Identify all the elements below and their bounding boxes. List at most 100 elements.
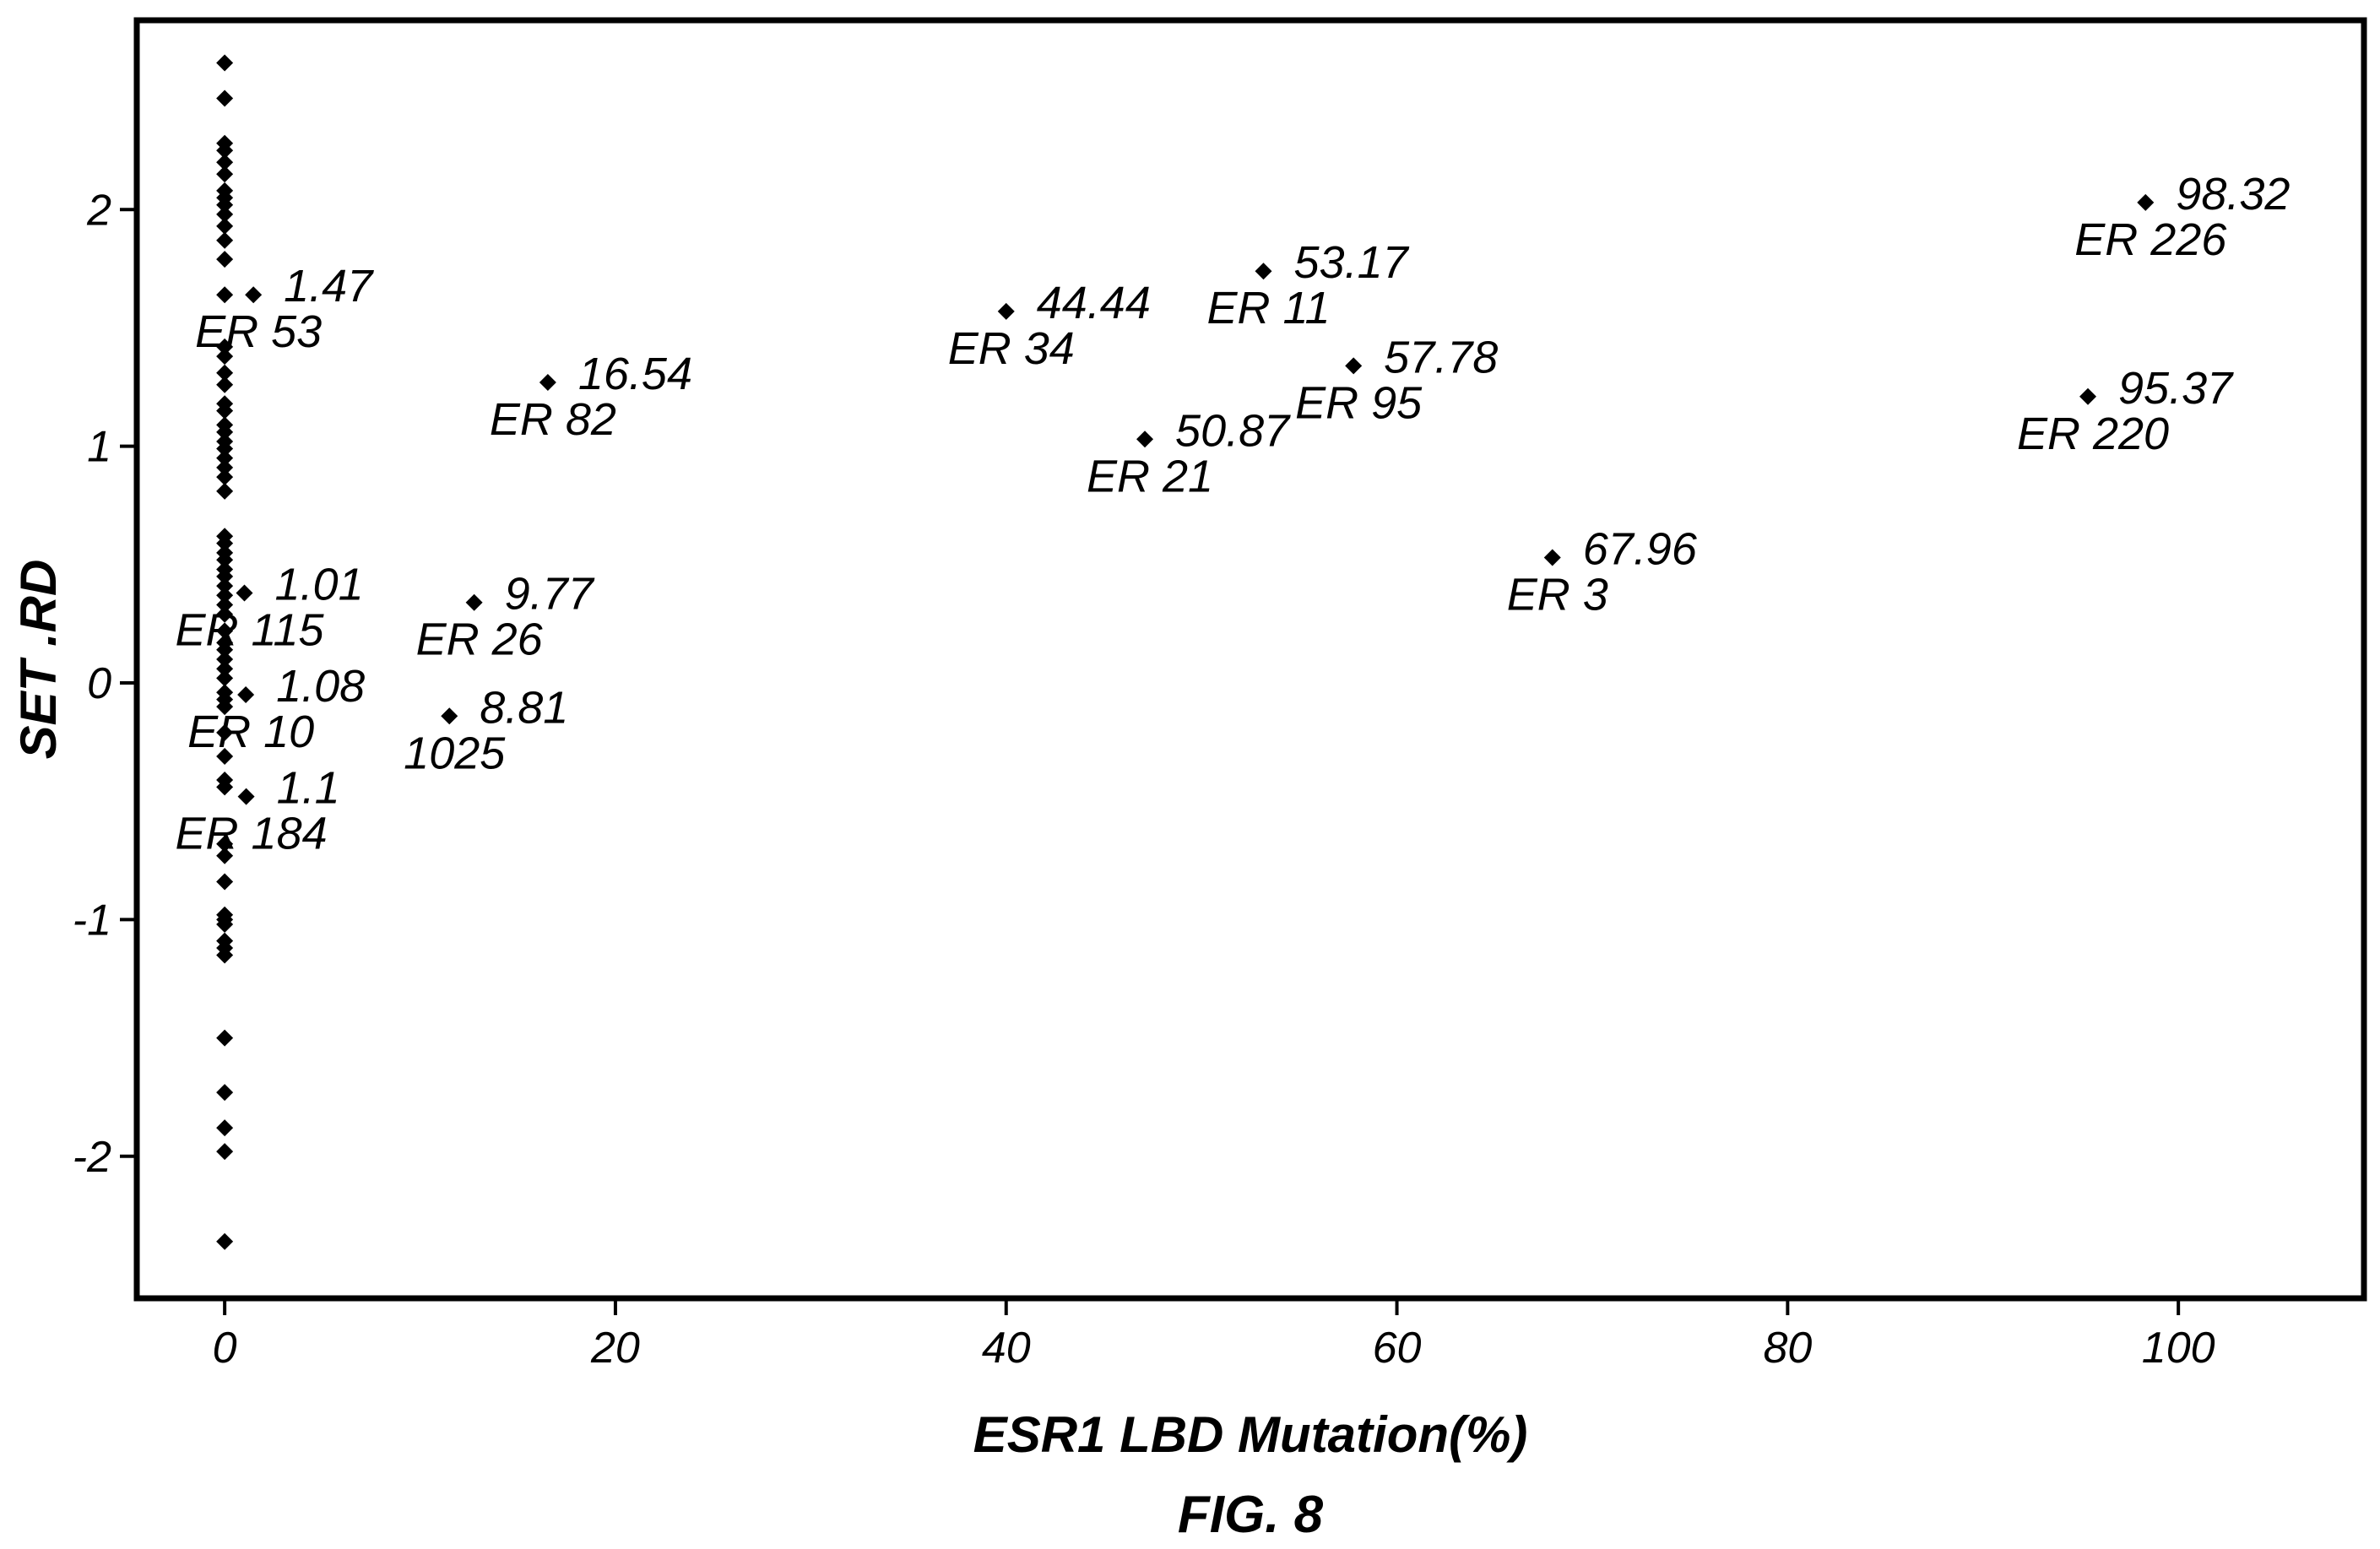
- labeled-data-point: [1543, 549, 1561, 566]
- x-axis: 0 20 40 60 80 100: [213, 1298, 2215, 1373]
- labeled-data-point: [2079, 387, 2097, 405]
- data-point: [216, 286, 234, 304]
- point-value-label: 1.47: [284, 261, 374, 311]
- labeled-data-point: [237, 686, 255, 704]
- point-id-label: ER 3: [1507, 569, 1608, 620]
- data-point: [216, 142, 234, 160]
- point-id-label: ER 95: [1295, 377, 1423, 428]
- y-axis-title: SET .RD: [10, 560, 67, 760]
- y-tick-label: 2: [86, 186, 111, 235]
- point-value-label: 1.1: [277, 763, 340, 814]
- labeled-data-point: [2137, 193, 2155, 211]
- labeled-data-point: [539, 373, 556, 391]
- point-id-label: ER 21: [1087, 451, 1213, 501]
- point-id-label: 1025: [404, 728, 506, 778]
- point-value-label: 53.17: [1294, 237, 1410, 288]
- point-id-label: ER 26: [416, 615, 544, 665]
- data-point: [216, 251, 234, 268]
- data-point: [216, 835, 234, 853]
- labeled-data-point: [236, 584, 253, 602]
- point-value-label: 16.54: [578, 349, 692, 399]
- data-point: [216, 660, 234, 678]
- point-id-label: ER 220: [2017, 409, 2169, 459]
- data-point: [216, 698, 234, 716]
- data-point: [216, 651, 234, 668]
- data-point: [216, 778, 234, 796]
- y-tick-label: -1: [73, 896, 111, 945]
- data-point: [216, 196, 234, 214]
- x-tick-label: 100: [2142, 1324, 2215, 1373]
- data-point: [216, 338, 234, 355]
- labeled-data-point: [1345, 357, 1363, 375]
- data-point: [216, 154, 234, 171]
- x-tick-label: 20: [590, 1324, 640, 1373]
- x-tick-label: 0: [213, 1324, 237, 1373]
- data-point: [216, 1143, 234, 1161]
- data-point: [216, 567, 234, 585]
- point-value-label: 57.78: [1384, 332, 1498, 382]
- point-value-label: 9.77: [505, 569, 595, 620]
- data-point: [216, 376, 234, 393]
- data-point: [216, 1029, 234, 1047]
- y-tick-label: 0: [87, 659, 111, 708]
- point-value-label: 50.87: [1175, 405, 1291, 456]
- point-id-label: ER 184: [176, 809, 328, 859]
- point-value-label: 8.81: [480, 682, 568, 733]
- data-point: [216, 364, 234, 382]
- data-point: [216, 482, 234, 500]
- data-point: [216, 946, 234, 964]
- point-id-label: ER 226: [2074, 214, 2227, 265]
- x-tick-label: 60: [1373, 1324, 1422, 1373]
- data-point: [216, 165, 234, 183]
- data-point: [216, 534, 234, 552]
- labeled-data-point: [465, 593, 483, 611]
- x-axis-title: ESR1 LBD Mutation(%): [973, 1406, 1528, 1463]
- point-value-label: 95.37: [2118, 363, 2234, 414]
- point-id-label: ER 115: [175, 604, 324, 655]
- data-point: [216, 1084, 234, 1102]
- data-point: [216, 217, 234, 235]
- data-point: [216, 669, 234, 687]
- data-point: [216, 205, 234, 223]
- data-point: [216, 622, 234, 640]
- labeled-data-point: [1136, 431, 1154, 448]
- point-value-label: 44.44: [1037, 278, 1151, 328]
- point-id-label: ER 53: [195, 306, 322, 357]
- data-point: [216, 440, 234, 458]
- data-point: [216, 1232, 234, 1250]
- figure-caption: FIG. 8: [1178, 1486, 1324, 1544]
- data-point: [216, 402, 234, 420]
- x-tick-label: 80: [1763, 1324, 1812, 1373]
- point-value-label: 67.96: [1583, 523, 1698, 574]
- data-point: [216, 605, 234, 623]
- data-point: [216, 449, 234, 467]
- x-tick-label: 40: [982, 1324, 1031, 1373]
- data-point: [216, 587, 234, 604]
- point-id-label: ER 10: [187, 707, 314, 757]
- data-point: [216, 596, 234, 614]
- y-tick-label: 1: [87, 423, 111, 472]
- plot-frame: [133, 17, 2367, 1302]
- point-id-label: ER 11: [1206, 283, 1330, 333]
- data-point: [216, 348, 234, 366]
- data-point: [216, 89, 234, 107]
- data-point: [216, 723, 234, 741]
- data-point: [216, 847, 234, 864]
- data-point: [216, 641, 234, 658]
- data-point: [216, 458, 234, 476]
- data-point: [216, 916, 234, 934]
- data-point: [216, 873, 234, 891]
- point-value-label: 1.08: [276, 661, 365, 712]
- labeled-data-point: [237, 788, 255, 805]
- data-point: [216, 577, 234, 595]
- labeled-data-point: [1255, 263, 1272, 280]
- data-point: [216, 54, 234, 72]
- y-tick-label: -2: [73, 1133, 111, 1182]
- y-axis: -2 -1 0 1 2: [73, 186, 137, 1182]
- labeled-data-point: [997, 302, 1015, 320]
- point-id-label: ER 34: [948, 323, 1075, 374]
- data-points: [216, 54, 2155, 1250]
- data-point: [216, 423, 234, 441]
